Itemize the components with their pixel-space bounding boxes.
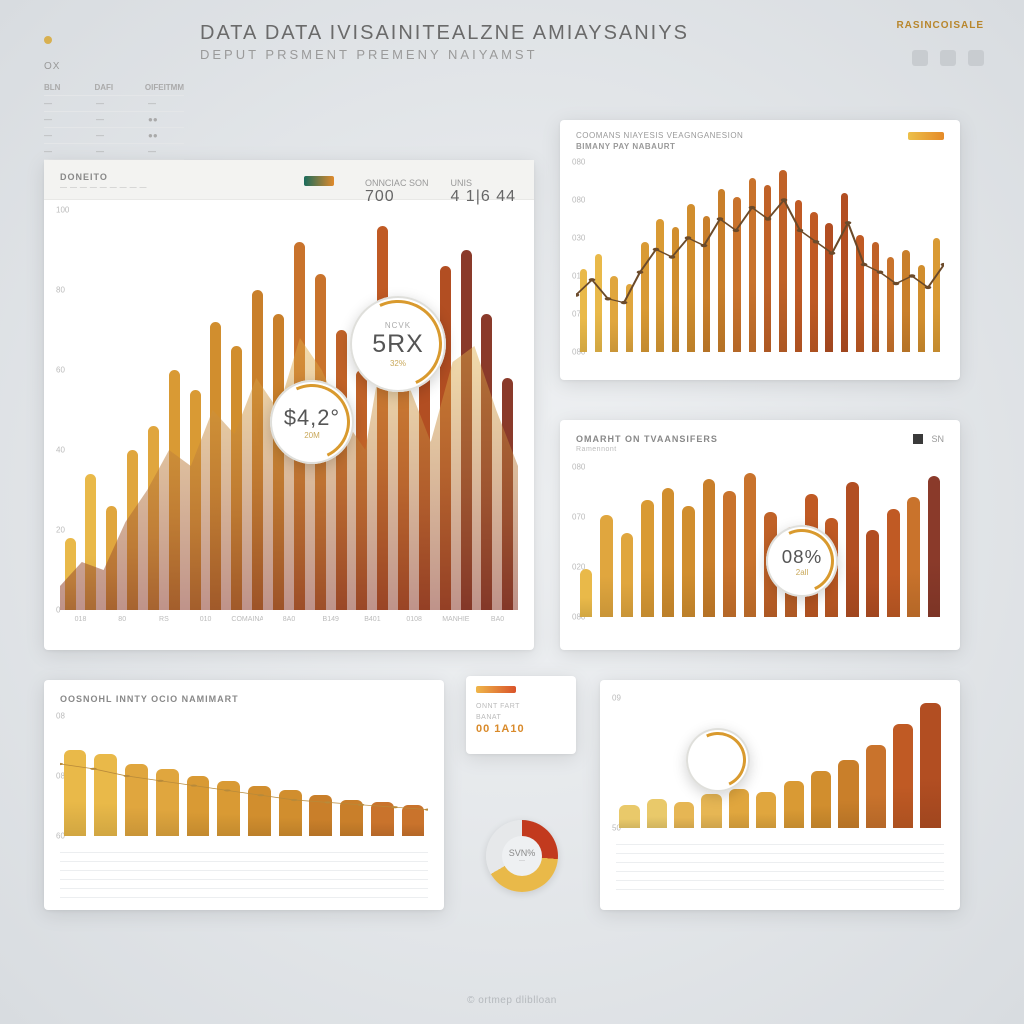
page-header: DATA DATA IVISAINITEALZNE AMIAYSANIYS DE… [200,22,964,62]
main-x-axis: 01880RS010COMAINA8A0B149B4010108MANHIEBA… [60,610,518,623]
main-chart-panel: DONEITO — — — — — — — — — ONNCIAC SON700… [44,160,534,650]
bl-title: OOSNOHL INNTY OCIO NAMIMART [60,694,428,704]
main-stats: ONNCIAC SON700 UNIS4 1|6 44 [365,178,516,206]
br-table-lines [616,836,944,890]
brand-icon [968,50,984,66]
br-chart-panel: 5009 [600,680,960,910]
bl-chart-panel: OOSNOHL INNTY OCIO NAMIMART 600808 [44,680,444,910]
legend-chip [304,176,334,186]
tr-title: COOMANS NIAYESIS VEAGNGANESION BIMANY PA… [576,130,944,152]
brand-label: RASINCOISALE [896,20,984,31]
page-subtitle: DEPUT PRSMENT PREMENY NAIYAMST [200,47,964,62]
mr-bar-chart: 08002007008008%2all [576,467,944,617]
center-small-card: ONNT FART BANAT 00 1A10 [466,676,576,754]
bl-bar-chart: 600808 [60,716,428,836]
brand-icon-row [912,50,984,66]
brand-icon [940,50,956,66]
metric-ring: 08%2all [766,525,838,597]
tr-legend-chip [908,132,944,140]
footer-credit: © ortmep dliblloan [0,995,1024,1006]
mr-legend: SN [913,434,944,444]
cc-legend-chip [476,686,516,693]
mr-chart-panel: OMARHT ON TVAANSIFERS Ramennont SN 08002… [560,420,960,650]
bottom-donut-chart: SVN%— [486,820,558,892]
mr-title: OMARHT ON TVAANSIFERS [576,434,944,444]
metric-ring: $4,2°20M [270,380,354,464]
metric-ring [686,728,750,792]
tr-bar-chart: 080079010030080080 [576,162,944,352]
page-title: DATA DATA IVISAINITEALZNE AMIAYSANIYS [200,22,964,45]
tr-chart-panel: COOMANS NIAYESIS VEAGNGANESION BIMANY PA… [560,120,960,380]
main-bar-chart: 020406080100NCVK5RX32%$4,2°20M [60,210,518,610]
bl-table-lines [60,844,428,898]
metric-ring: NCVK5RX32% [350,296,446,392]
corner-label: OX [44,36,60,72]
brand-icon [912,50,928,66]
side-mini-table: BLNDAFIOIFEITMM ——— ——●● ——●● ——— [44,80,184,160]
br-bar-chart: 5009 [616,698,944,828]
